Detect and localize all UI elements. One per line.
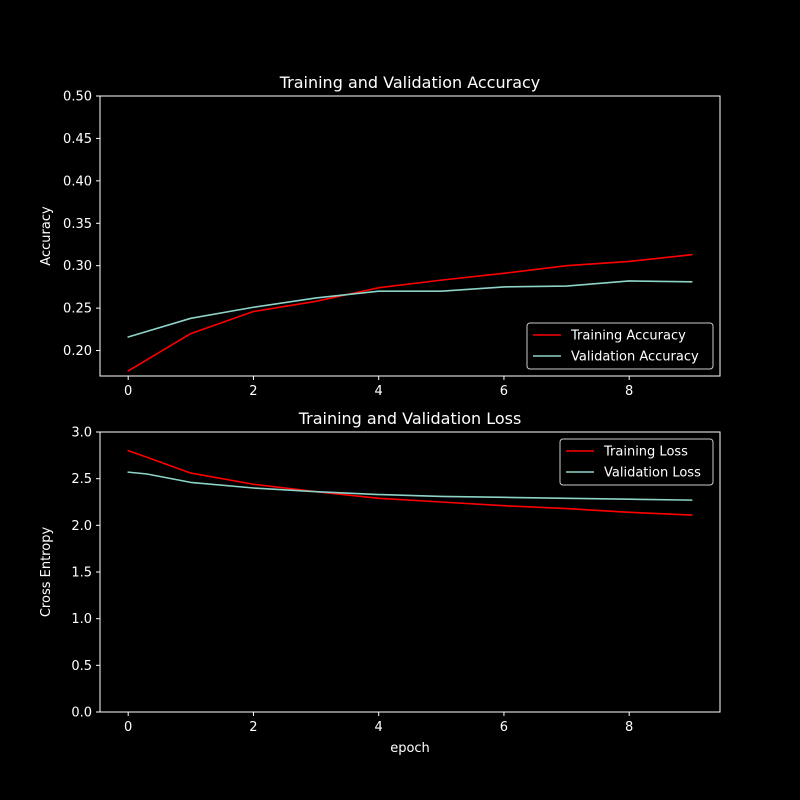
y-tick-label: 0.0 [71, 706, 92, 721]
x-tick-label: 0 [124, 720, 132, 735]
legend-box [526, 322, 714, 370]
y-tick-label: 3.0 [71, 426, 92, 441]
y-axis-label: Accuracy [39, 206, 54, 266]
chart-title: Training and Validation Accuracy [279, 73, 541, 92]
x-tick-label: 6 [500, 384, 508, 399]
legend-label: Training Loss [603, 445, 688, 460]
x-tick-label: 8 [625, 384, 633, 399]
y-tick-label: 2.0 [71, 519, 92, 534]
series-line-training-loss [127, 449, 693, 516]
y-tick-label: 0.45 [63, 132, 92, 147]
legend: Training Loss Validation Loss [559, 438, 714, 486]
legend-box [559, 438, 714, 486]
series-line-validation-accuracy [127, 280, 693, 338]
y-tick-label: 1.5 [71, 566, 92, 581]
x-tick-label: 8 [625, 720, 633, 735]
legend-label: Validation Loss [604, 466, 701, 481]
y-tick-label: 0.25 [63, 302, 92, 317]
x-tick-label: 6 [500, 720, 508, 735]
y-tick-label: 2.5 [71, 472, 92, 487]
y-tick-label: 0.20 [63, 344, 92, 359]
series-line-training-accuracy [127, 253, 693, 372]
loss-chart: 0 2 4 6 8 0.0 0.5 1.0 1.5 2.0 2.5 3.0 Training and V… [39, 409, 721, 756]
y-tick-label: 0.30 [63, 259, 92, 274]
x-tick-label: 4 [375, 720, 383, 735]
chart-title: Training and Validation Loss [298, 409, 522, 428]
plot-frame [99, 95, 721, 377]
legend-label: Validation Accuracy [571, 350, 699, 365]
y-tick-label: 0.5 [71, 659, 92, 674]
series-line-validation-loss [127, 471, 693, 501]
x-tick-label: 0 [124, 384, 132, 399]
x-tick-label: 4 [375, 384, 383, 399]
x-tick-label: 2 [249, 720, 257, 735]
accuracy-chart: 0 2 4 6 8 0.20 0.25 0.30 0.35 0.40 0.45 0.50 Trainin… [39, 73, 721, 399]
y-tick-label: 1.0 [71, 612, 92, 627]
y-tick-label: 0.40 [63, 174, 92, 189]
x-axis-label: epoch [390, 741, 430, 756]
legend-label: Training Accuracy [570, 329, 686, 344]
x-tick-label: 2 [249, 384, 257, 399]
y-axis-label: Cross Entropy [39, 527, 54, 618]
y-tick-label: 0.35 [63, 217, 92, 232]
y-tick-label: 0.50 [63, 90, 92, 105]
legend: Training Accuracy Validation Accuracy [526, 322, 714, 370]
